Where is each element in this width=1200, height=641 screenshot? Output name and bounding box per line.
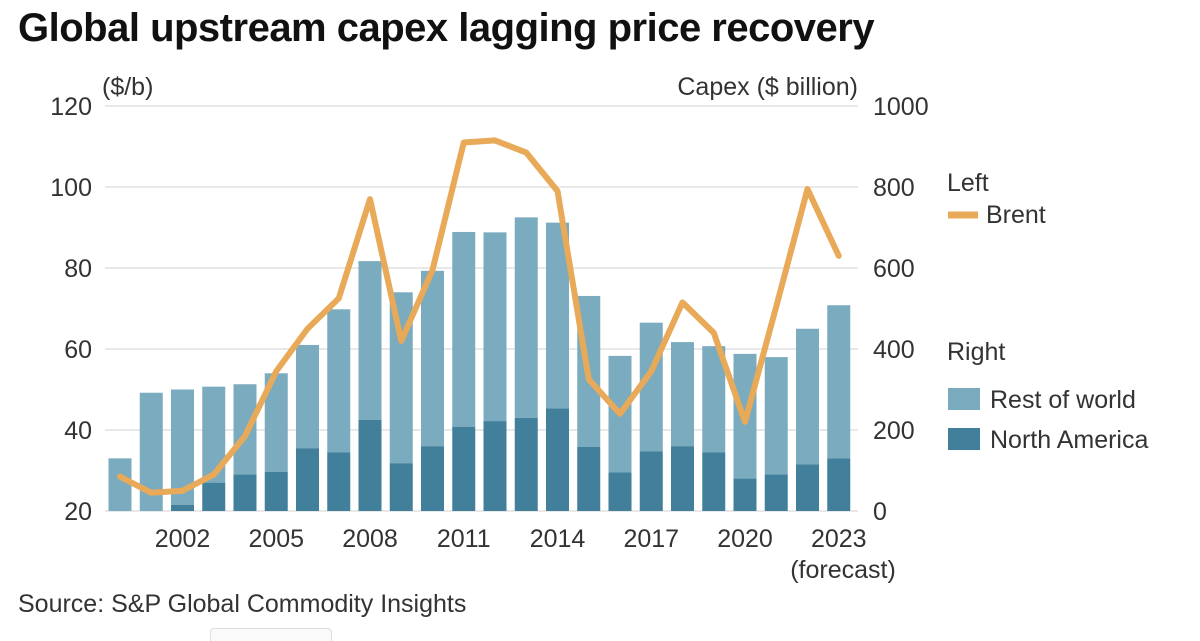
right-tick-label: 400 [873,336,915,364]
legend-brent-label: Brent [986,201,1046,229]
bar-north-america [452,426,476,511]
bar-rest-of-world [171,389,194,505]
x-tick-label: 2008 [342,525,398,553]
right-tick-label: 800 [873,174,915,202]
bar-north-america [514,417,538,511]
left-tick-label: 80 [64,255,92,283]
bar-north-america [421,446,444,511]
bar-rest-of-world [108,458,132,511]
bar-rest-of-world [202,386,226,483]
legend-north-america-label: North America [990,426,1148,454]
bar-north-america [171,504,194,511]
legend: Left Brent Right Rest of world North Ame… [947,169,1148,454]
x-tick-label: 2020 [717,525,773,553]
bar-rest-of-world [296,344,319,449]
right-tick-label: 0 [873,498,887,526]
bar-rest-of-world [796,328,819,465]
legend-north-america-swatch [948,428,980,450]
bar-north-america [764,474,788,511]
bar-rest-of-world [546,222,569,409]
bar-rest-of-world [827,305,851,459]
bar-north-america [483,421,507,511]
left-tick-label: 20 [64,498,92,526]
source-note: Source: S&P Global Commodity Insights [18,590,467,618]
bar-north-america [389,463,413,511]
bar-rest-of-world [139,392,163,511]
legend-rest-of-world-label: Rest of world [990,386,1136,414]
bar-north-america [639,451,663,511]
bar-north-america [733,478,757,511]
bar-north-america [671,446,694,511]
bar-north-america [702,452,726,511]
forecast-note: (forecast) [790,556,896,584]
bar-rest-of-world [358,261,382,420]
bar-north-america [546,408,569,511]
brent-line-series [117,137,842,496]
bar-north-america [327,452,351,511]
brent-line [117,137,842,496]
x-tick-label: 2023 [811,525,867,553]
legend-rest-of-world-swatch [948,388,980,410]
left-tick-label: 120 [50,93,92,121]
axes: ($/b) Capex ($ billion) (forecast) 20 40 6… [50,73,928,584]
bar-north-america [264,471,288,511]
x-tick-label: 2005 [248,525,304,553]
left-tick-label: 100 [50,174,92,202]
right-tick-label: 200 [873,417,915,445]
grid-lines [105,105,858,512]
legend-right-header: Right [947,338,1005,366]
bar-rest-of-world [421,270,444,447]
right-tick-label: 1000 [873,93,929,121]
x-tick-label: 2002 [155,525,211,553]
bar-north-america [296,448,319,511]
left-tick-label: 40 [64,417,92,445]
bottom-tab-stub [210,628,332,641]
bar-rest-of-world [327,309,351,453]
x-tick-label: 2014 [530,525,586,553]
bar-rest-of-world [702,346,726,453]
bar-north-america [577,447,601,511]
bar-north-america [233,474,257,511]
bar-rest-of-world [671,342,694,447]
x-tick-label: 2017 [623,525,679,553]
left-tick-label: 60 [64,336,92,364]
bar-north-america [827,458,851,511]
right-tick-label: 600 [873,255,915,283]
bar-north-america [796,464,819,511]
bar-rest-of-world [452,231,476,427]
bar-rest-of-world [764,357,788,475]
bar-north-america [202,482,226,511]
legend-left-header: Left [947,169,989,197]
bar-rest-of-world [483,232,507,422]
chart-title: Global upstream capex lagging price reco… [18,6,875,50]
left-axis-label: ($/b) [102,73,153,101]
bar-north-america [608,472,632,511]
bar-rest-of-world [264,373,288,472]
x-tick-label: 2011 [437,525,491,553]
bar-north-america [358,419,382,511]
capex-bars [108,217,851,511]
right-axis-label: Capex ($ billion) [677,73,858,101]
bar-rest-of-world [514,217,538,418]
